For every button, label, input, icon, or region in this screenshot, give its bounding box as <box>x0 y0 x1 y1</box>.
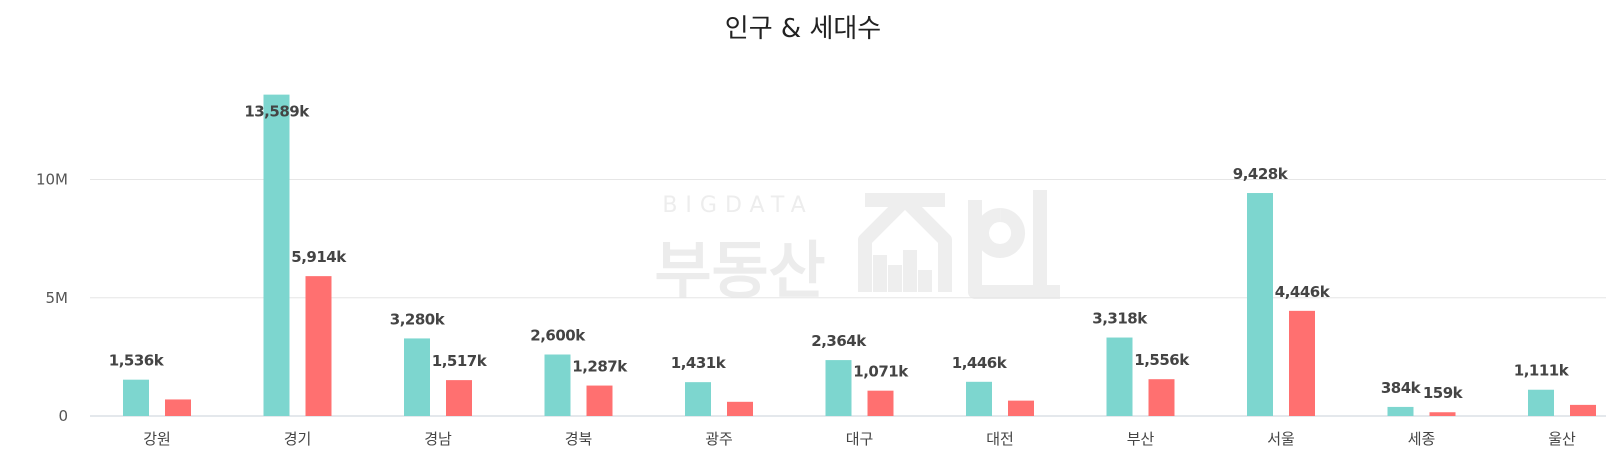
category-label: 광주 <box>705 430 733 448</box>
y-tick-label: 0 <box>58 407 68 425</box>
bar-households <box>1008 400 1034 416</box>
watermark-main-text: 부동산 <box>654 234 825 307</box>
watermark-top-text: BIGDATA <box>662 193 813 218</box>
data-label: 13,589k <box>244 103 310 121</box>
watermark-house-icon <box>858 190 1060 299</box>
bar-population <box>1247 193 1273 416</box>
data-label: 4,446k <box>1275 283 1331 301</box>
category-label: 대전 <box>986 430 1014 448</box>
bar-population <box>1528 389 1554 416</box>
bar-households <box>1429 412 1456 416</box>
category-label: 강원 <box>143 430 171 448</box>
data-label: 9,428k <box>1233 165 1289 183</box>
data-label: 3,318k <box>1092 310 1148 328</box>
bar-households <box>867 390 894 416</box>
bar-households <box>446 380 472 416</box>
data-label: 2,600k <box>530 327 586 345</box>
bar-population <box>263 94 290 416</box>
data-label: 1,446k <box>952 354 1008 372</box>
bar-households <box>1289 310 1315 416</box>
chart-title: 인구 & 세대수 <box>724 14 882 44</box>
bar-population <box>544 354 571 416</box>
data-label: 1,517k <box>432 352 488 370</box>
data-label: 5,914k <box>291 248 347 266</box>
data-label: 1,111k <box>1514 362 1570 380</box>
bar-population <box>1387 406 1414 416</box>
bar-households <box>165 399 191 416</box>
category-label: 경기 <box>284 430 312 448</box>
bar-households <box>305 276 332 416</box>
watermark-logo: BIGDATA 부동산 <box>654 190 1060 307</box>
category-label: 세종 <box>1408 430 1436 448</box>
data-label: 1,536k <box>109 352 165 370</box>
data-label: 2,364k <box>811 332 867 350</box>
bar-households <box>586 385 613 416</box>
bar-households <box>1570 404 1596 416</box>
y-tick-label: 5M <box>46 289 69 307</box>
bar-population <box>966 381 992 416</box>
data-label: 3,280k <box>390 310 446 328</box>
category-label: 울산 <box>1548 430 1576 448</box>
category-label: 경북 <box>565 430 593 448</box>
category-label: 부산 <box>1127 430 1155 448</box>
data-label: 1,556k <box>1134 351 1190 369</box>
category-label: 경남 <box>424 430 452 448</box>
bars-layer <box>123 94 1596 416</box>
data-label: 1,431k <box>671 354 727 372</box>
bar-population <box>825 360 852 416</box>
bar-households <box>1148 379 1175 416</box>
y-tick-label: 10M <box>36 171 68 189</box>
category-label: 서울 <box>1267 430 1295 448</box>
data-label: 1,287k <box>572 358 628 376</box>
bar-population <box>123 379 149 416</box>
bar-households <box>727 401 753 416</box>
data-label: 384k <box>1381 379 1422 397</box>
bar-population <box>404 338 430 416</box>
bar-population <box>1106 337 1133 416</box>
data-label: 1,071k <box>853 363 909 381</box>
bar-population <box>685 382 711 416</box>
labels-layer: 1,536k 강원 13,589k 5,914k 경기 3,280k 1,517k 경남 2,6… <box>109 103 1576 448</box>
data-label: 159k <box>1423 384 1464 402</box>
category-label: 대구 <box>846 430 874 448</box>
